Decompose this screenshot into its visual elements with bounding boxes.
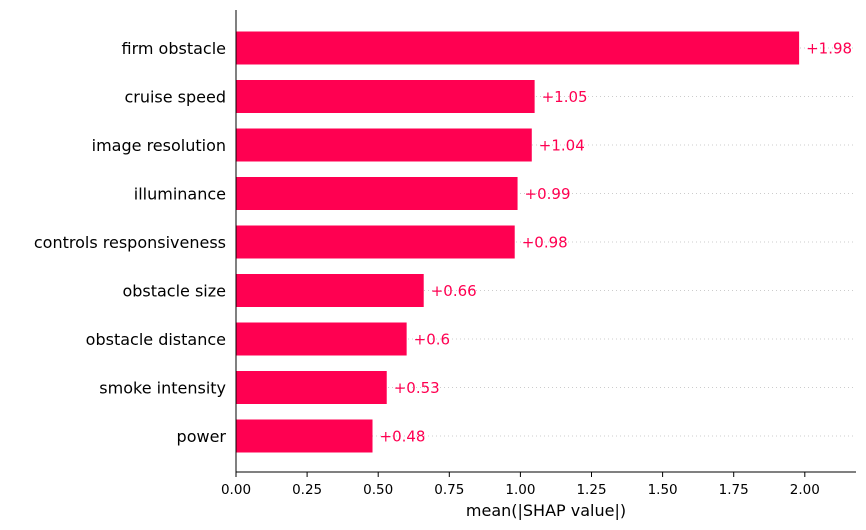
category-label: image resolution	[92, 136, 226, 155]
category-labels: firm obstacle cruise speed image resolutio…	[34, 39, 227, 446]
category-label: firm obstacle	[122, 39, 227, 58]
value-label: +1.05	[542, 88, 588, 106]
category-label: illuminance	[134, 185, 226, 204]
x-tick-label: 0.00	[221, 482, 251, 498]
bar	[236, 322, 407, 356]
x-tick-label: 1.25	[576, 482, 606, 498]
x-tick-label: 1.75	[719, 482, 749, 498]
value-label: +1.98	[806, 40, 852, 58]
x-tick-label: 1.50	[648, 482, 678, 498]
value-label: +0.98	[522, 234, 568, 252]
bar	[236, 31, 800, 65]
bar	[236, 274, 424, 307]
category-label: obstacle size	[122, 282, 226, 301]
category-label: smoke intensity	[99, 379, 226, 398]
category-label: controls responsiveness	[34, 233, 226, 252]
value-label: +1.04	[539, 137, 585, 155]
value-label: +0.53	[394, 379, 440, 397]
value-label: +0.66	[431, 282, 477, 300]
value-label: +0.48	[380, 428, 426, 446]
bars	[236, 31, 800, 453]
bar	[236, 371, 387, 404]
value-labels: +1.98 +1.05 +1.04 +0.99 +0.98 +0.66 +0.6 +0.53 +…	[380, 40, 853, 446]
value-label: +0.6	[414, 331, 450, 349]
x-axis-title: mean(|SHAP value|)	[466, 501, 626, 520]
x-axis-ticks: 0.00 0.25 0.50 0.75 1.00 1.25 1.50 1.75 2.00	[221, 472, 820, 498]
x-tick-label: 0.50	[363, 482, 393, 498]
x-tick-label: 2.00	[790, 482, 820, 498]
bar	[236, 80, 535, 113]
bar	[236, 177, 518, 210]
category-label: power	[177, 427, 227, 446]
bar	[236, 419, 373, 453]
x-tick-label: 1.00	[505, 482, 535, 498]
bar	[236, 128, 532, 162]
category-label: cruise speed	[124, 88, 226, 107]
category-label: obstacle distance	[86, 330, 226, 349]
x-tick-label: 0.25	[292, 482, 322, 498]
value-label: +0.99	[525, 185, 571, 203]
bar	[236, 225, 515, 259]
x-tick-label: 0.75	[434, 482, 464, 498]
